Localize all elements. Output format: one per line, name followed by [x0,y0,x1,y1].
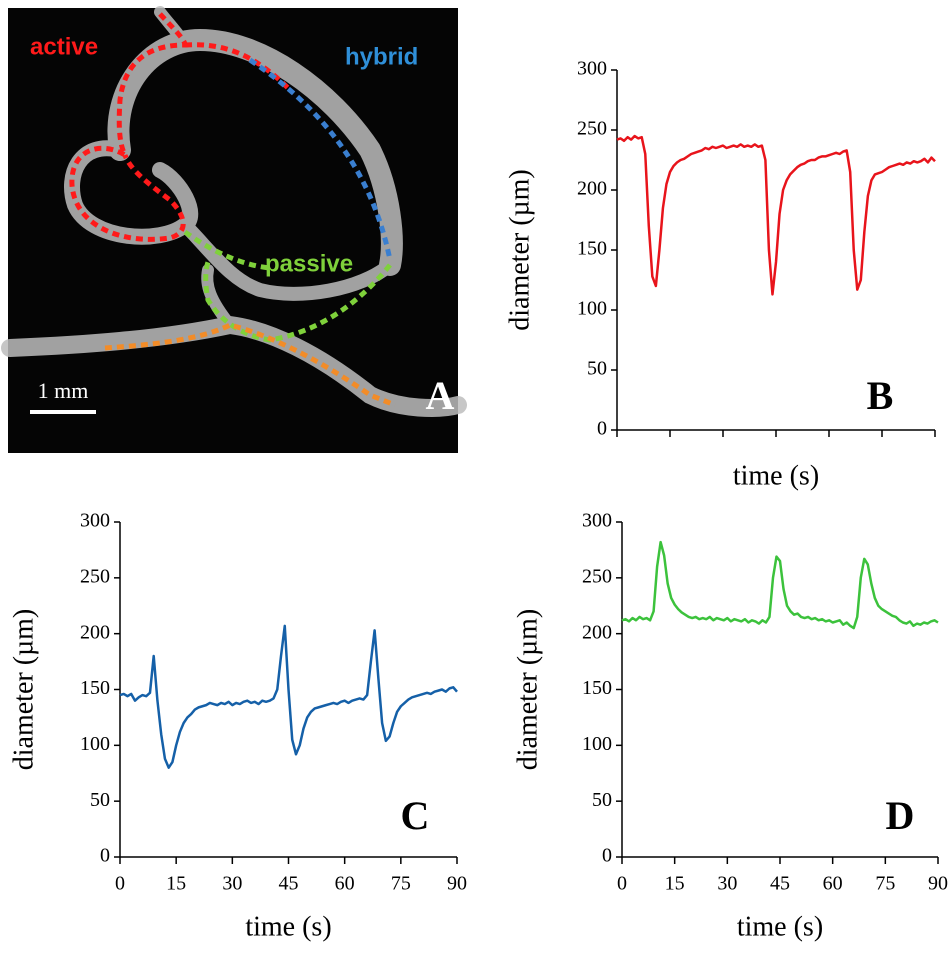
region-label: passive [265,250,353,277]
x-axis-label: time (s) [245,911,331,942]
x-tick-label: 0 [617,873,627,895]
x-tick-label: 90 [447,873,467,895]
panel-letter: D [886,793,915,838]
y-tick-label: 0 [100,845,110,867]
y-tick-label: 150 [582,677,612,699]
y-tick-label: 300 [80,510,110,532]
x-tick-label: 30 [222,873,242,895]
x-tick-label: 30 [717,873,737,895]
x-tick-label: 60 [335,873,355,895]
x-tick-label: 90 [928,873,948,895]
x-axis-label: time (s) [733,460,819,491]
y-tick-label: 100 [577,298,607,320]
y-tick-label: 50 [587,358,607,380]
y-tick-label: 100 [80,733,110,755]
y-tick-label: 250 [80,565,110,587]
y-tick-label: 100 [582,733,612,755]
data-line [616,134,936,296]
panel-letter: A [426,373,455,418]
x-tick-label: 15 [166,873,186,895]
data-line [119,624,458,769]
x-tick-label: 45 [279,873,299,895]
y-tick-label: 0 [602,845,612,867]
data-line [621,540,939,630]
y-tick-label: 50 [592,789,612,811]
panel-letter: B [867,373,894,418]
y-tick-label: 150 [577,238,607,260]
y-tick-label: 50 [90,789,110,811]
region-label: active [30,33,98,60]
region-outlines [69,12,396,408]
y-tick-label: 200 [582,621,612,643]
y-axis-label: diameter (µm) [8,609,39,771]
x-tick-label: 75 [391,873,411,895]
x-tick-label: 0 [115,873,125,895]
micrograph-panel: active hybrid passive 1 mm A [1,6,467,453]
scale-bar-label: 1 mm [38,378,89,403]
x-tick-label: 45 [770,873,790,895]
region-label: hybrid [345,43,418,70]
chart: 0 50 100 150 200 250 300 0 15 30 45 60 75 90 time (s) d… [512,510,948,943]
x-axis-label: time (s) [737,911,823,942]
x-tick-label: 60 [823,873,843,895]
chart: 0 50 100 150 200 250 300 0 15 30 45 60 75 90 time (s) d… [8,510,467,943]
y-tick-label: 200 [577,178,607,200]
y-axis-label: diameter (µm) [504,169,535,331]
x-tick-label: 75 [875,873,895,895]
panel-letter: C [401,793,430,838]
y-axis-label: diameter (µm) [512,609,543,771]
chart: 0 50 100 150 200 250 300 time (s) diameter (µm) B [504,58,936,491]
y-tick-label: 250 [577,118,607,140]
x-tick-label: 15 [665,873,685,895]
y-tick-label: 300 [582,510,612,532]
y-tick-label: 0 [597,418,607,440]
y-tick-label: 250 [582,565,612,587]
y-tick-label: 300 [577,58,607,80]
y-tick-label: 200 [80,621,110,643]
y-tick-label: 150 [80,677,110,699]
